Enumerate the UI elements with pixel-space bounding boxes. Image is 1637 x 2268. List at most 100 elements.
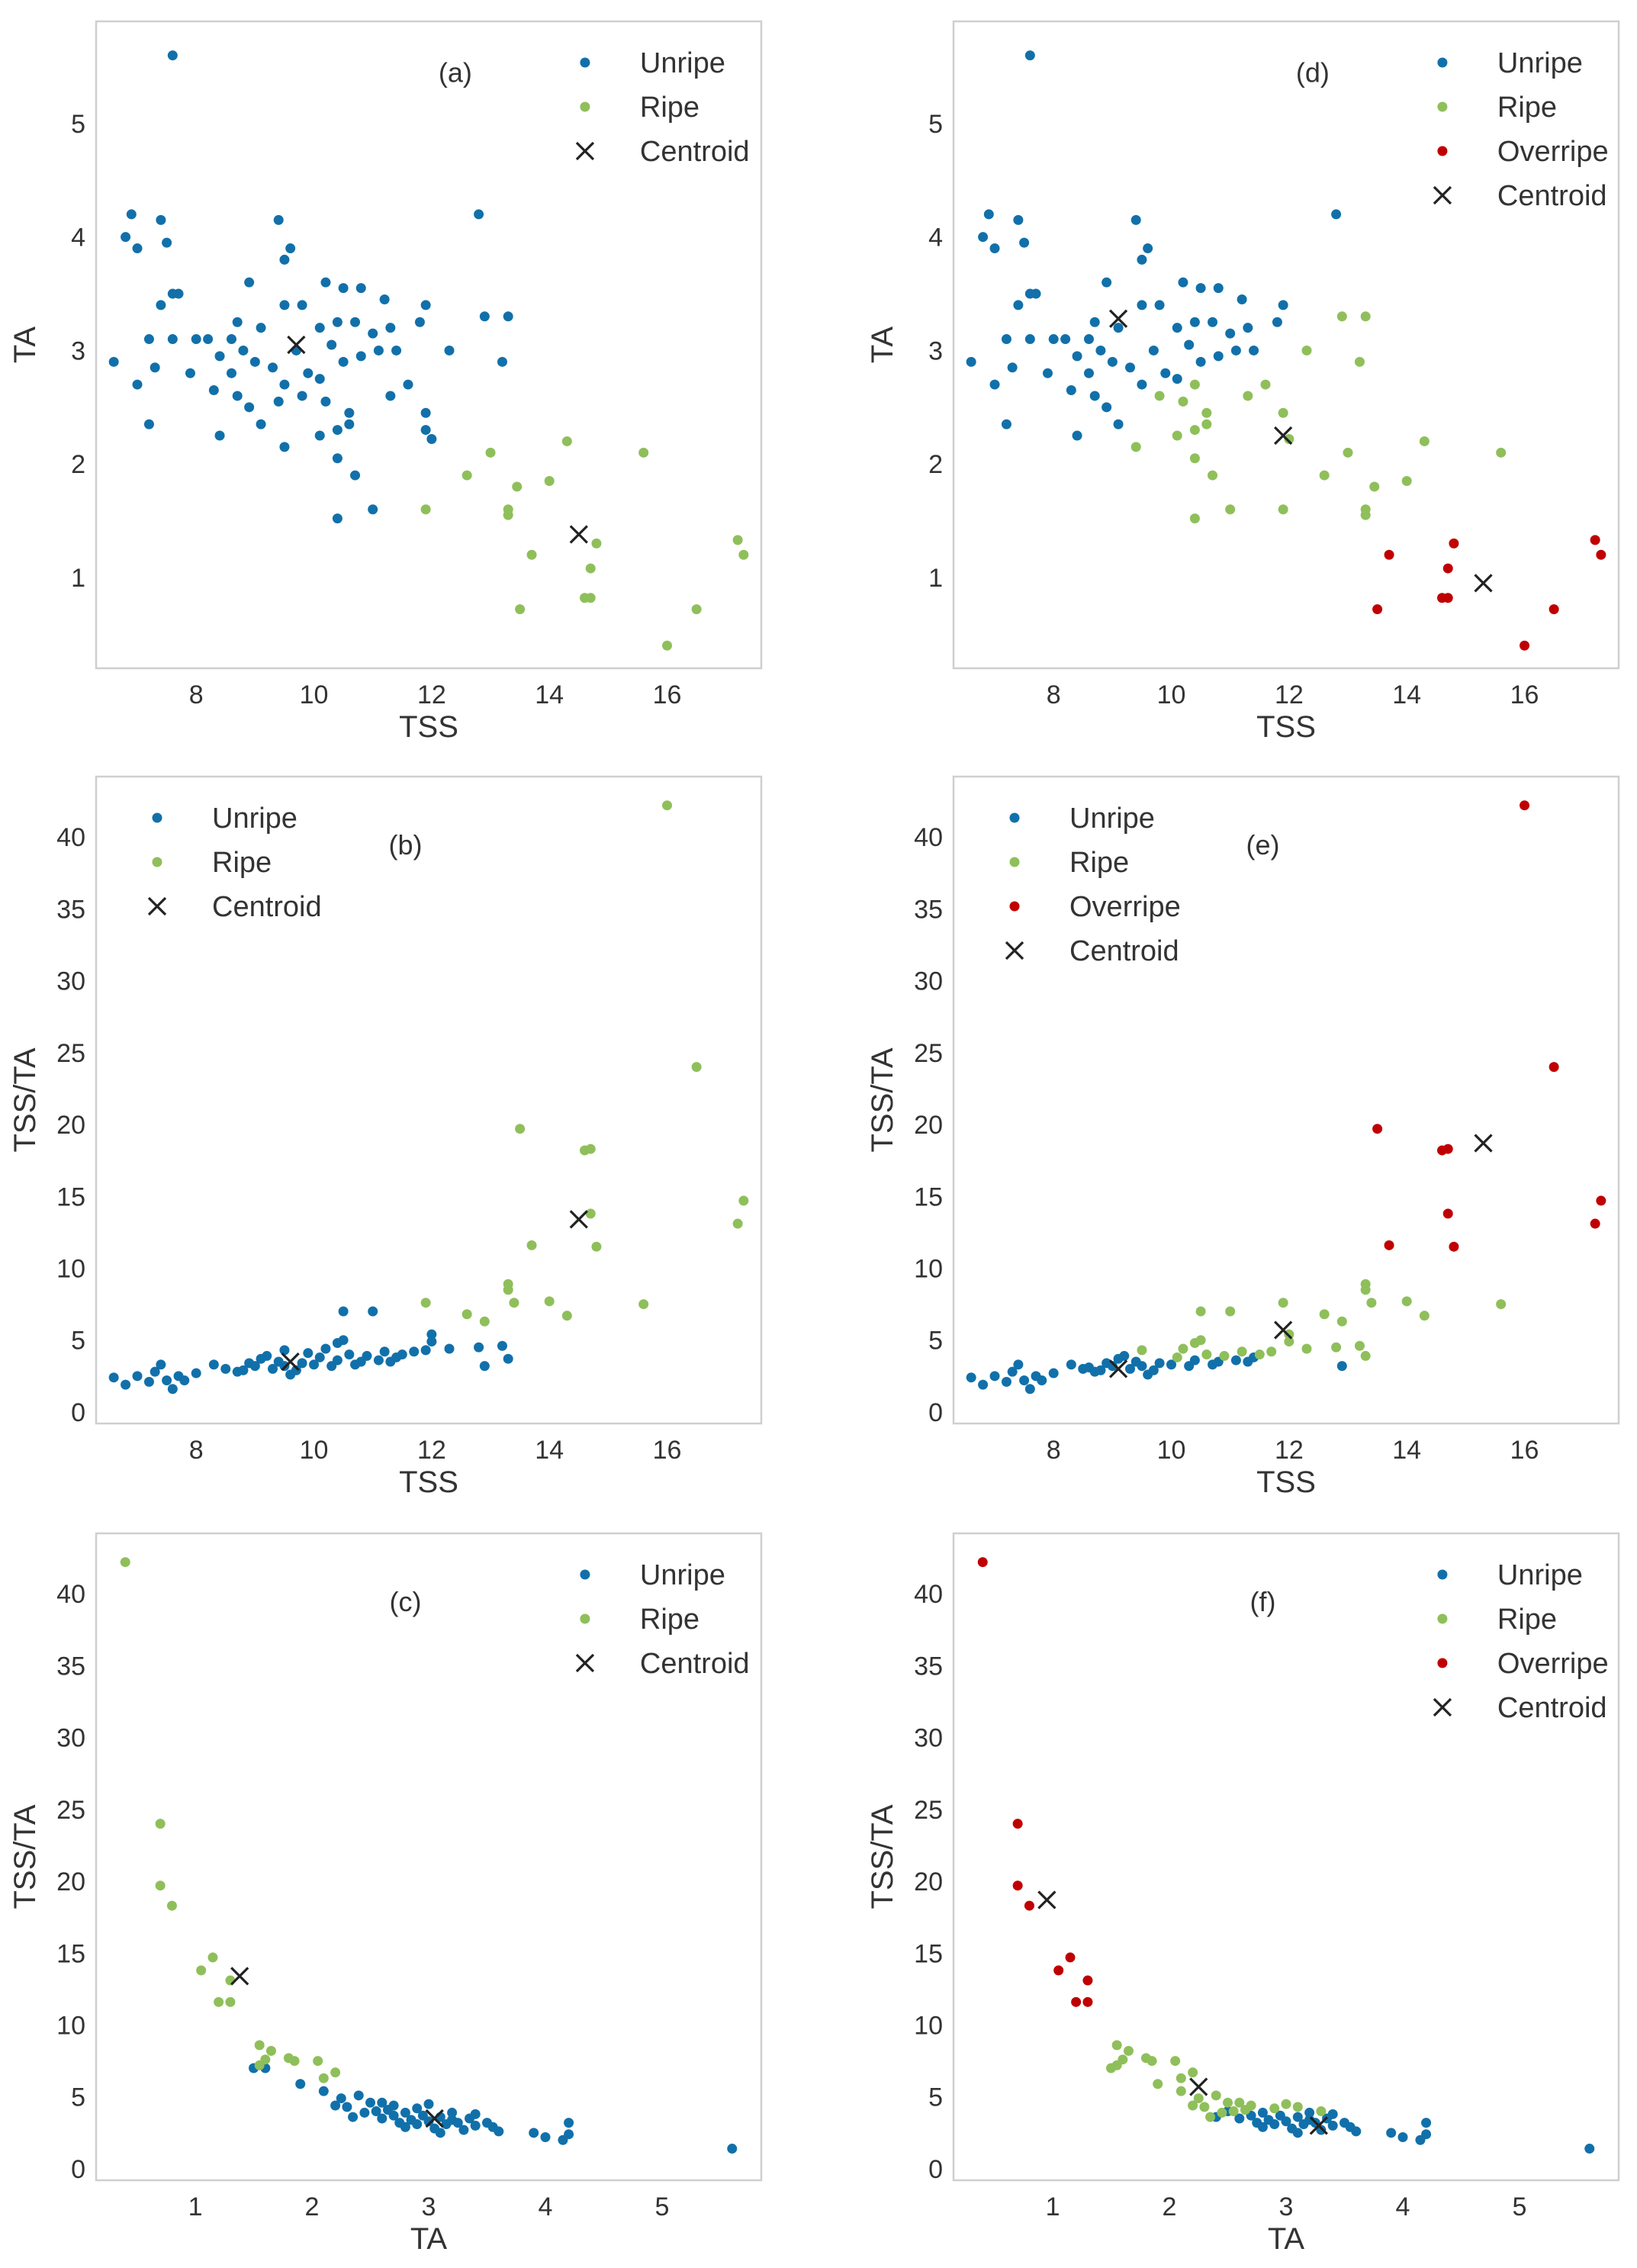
legend-marker-overripe bbox=[1437, 146, 1448, 156]
data-point bbox=[503, 1279, 513, 1289]
panel-label: (e) bbox=[1246, 829, 1279, 861]
data-point bbox=[1195, 1306, 1206, 1317]
data-point bbox=[585, 563, 596, 574]
data-point bbox=[409, 1346, 420, 1357]
data-point bbox=[1254, 1350, 1265, 1360]
data-point bbox=[191, 1368, 201, 1378]
x-axis-label: TSS bbox=[1256, 1465, 1316, 1499]
data-point bbox=[503, 1353, 513, 1364]
legend-label-ripe: Ripe bbox=[640, 92, 700, 124]
series-unripe bbox=[108, 50, 513, 524]
data-point bbox=[1012, 1819, 1023, 1829]
data-point bbox=[1257, 2107, 1268, 2118]
y-tick-label: 40 bbox=[914, 1580, 943, 1609]
data-point bbox=[249, 1361, 260, 1372]
legend-label-unripe: Unripe bbox=[1497, 47, 1583, 79]
centroid-marker bbox=[1274, 1321, 1293, 1340]
y-tick-label: 10 bbox=[56, 2011, 85, 2040]
data-point bbox=[350, 317, 361, 327]
data-point bbox=[1066, 385, 1076, 396]
y-tick-label: 15 bbox=[914, 1182, 943, 1211]
data-point bbox=[1449, 1241, 1459, 1252]
data-point bbox=[1082, 1975, 1093, 1986]
data-point bbox=[1223, 2097, 1233, 2108]
data-point bbox=[662, 800, 673, 811]
data-point bbox=[318, 2073, 329, 2083]
data-point bbox=[1188, 2100, 1198, 2111]
data-point bbox=[1175, 2086, 1186, 2096]
data-point bbox=[368, 328, 378, 339]
data-point bbox=[1083, 1362, 1094, 1373]
data-point bbox=[540, 2131, 551, 2142]
data-point bbox=[444, 1343, 455, 1354]
data-point bbox=[1019, 1375, 1030, 1385]
data-point bbox=[989, 243, 1000, 254]
legend-label-centroid: Centroid bbox=[1497, 1692, 1607, 1724]
x-tick-label: 2 bbox=[1163, 2192, 1177, 2221]
series-unripe bbox=[249, 2063, 738, 2154]
data-point bbox=[314, 430, 325, 441]
data-point bbox=[1292, 2128, 1303, 2138]
y-tick-label: 30 bbox=[914, 1724, 943, 1753]
data-point bbox=[585, 1144, 596, 1154]
data-point bbox=[332, 1337, 343, 1348]
data-point bbox=[238, 1365, 249, 1375]
legend-marker-unripe bbox=[152, 812, 162, 823]
data-point bbox=[377, 2097, 388, 2108]
y-tick-label: 25 bbox=[56, 1796, 85, 1825]
data-point bbox=[503, 510, 513, 520]
data-point bbox=[244, 277, 255, 288]
data-point bbox=[1442, 563, 1453, 574]
data-point bbox=[1012, 1880, 1023, 1891]
data-point bbox=[1397, 2131, 1408, 2142]
data-point bbox=[1278, 1298, 1288, 1308]
data-point bbox=[1281, 2099, 1291, 2109]
centroid-marker bbox=[569, 525, 588, 544]
data-point bbox=[1354, 1340, 1365, 1351]
data-point bbox=[1143, 243, 1153, 254]
data-point bbox=[226, 368, 236, 378]
y-tick-label: 0 bbox=[71, 2155, 85, 2184]
legend: Unripe Ripe Centroid bbox=[575, 47, 750, 168]
series-overripe bbox=[977, 1557, 1093, 2007]
data-point bbox=[336, 2093, 346, 2104]
data-point bbox=[1278, 407, 1288, 418]
legend-label-ripe: Ripe bbox=[1497, 92, 1557, 124]
data-point bbox=[485, 447, 496, 458]
y-tick-label: 15 bbox=[56, 1939, 85, 1968]
data-point bbox=[1189, 1355, 1200, 1366]
data-point bbox=[1331, 209, 1342, 220]
data-point bbox=[1113, 419, 1124, 429]
x-tick-label: 10 bbox=[300, 680, 329, 709]
data-point bbox=[691, 604, 702, 615]
y-tick-label: 5 bbox=[71, 2083, 85, 2112]
legend-marker-centroid bbox=[1005, 941, 1024, 960]
x-tick-label: 2 bbox=[305, 2192, 320, 2221]
centroid-marker bbox=[1189, 2077, 1208, 2096]
data-point bbox=[1237, 294, 1247, 304]
x-tick-label: 12 bbox=[1275, 680, 1304, 709]
data-point bbox=[420, 1345, 431, 1356]
data-point bbox=[1130, 1356, 1141, 1367]
series-centroid bbox=[1108, 1134, 1493, 1378]
data-point bbox=[214, 430, 225, 441]
data-point bbox=[1211, 2090, 1221, 2101]
data-point bbox=[978, 1379, 989, 1390]
data-point bbox=[1327, 2109, 1338, 2119]
data-point bbox=[1234, 2113, 1245, 2124]
y-axis-label: TSS/TA bbox=[8, 1804, 42, 1909]
data-point bbox=[1304, 2107, 1315, 2118]
data-point bbox=[207, 1952, 218, 1963]
data-point bbox=[314, 1352, 325, 1362]
data-point bbox=[1130, 214, 1141, 225]
data-point bbox=[297, 1358, 307, 1369]
data-point bbox=[1549, 1062, 1559, 1073]
plot-frame bbox=[952, 20, 1620, 670]
legend-marker-ripe bbox=[152, 857, 162, 867]
data-point bbox=[1213, 283, 1224, 294]
chart-panel-b: 8 10 12 14 16 0 5 10 15 20 25 30 35 40 TSS TSS/TA (b) Unr… bbox=[8, 775, 763, 1499]
data-point bbox=[470, 2120, 481, 2131]
data-point bbox=[208, 1359, 219, 1370]
legend-label-overripe: Overripe bbox=[1069, 891, 1181, 923]
